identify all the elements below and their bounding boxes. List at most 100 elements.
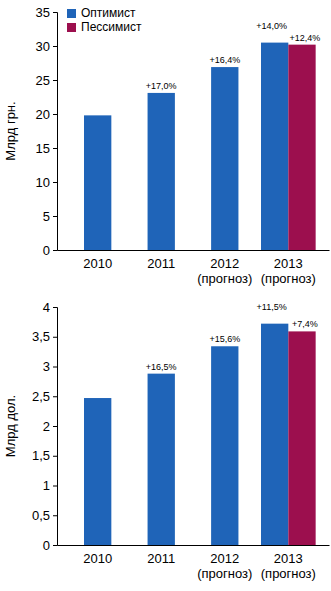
y-tick: 10 [36, 175, 57, 190]
y-tick: 5 [43, 209, 57, 224]
y-tick-label: 5 [43, 209, 50, 224]
x-tick: 2012(прогноз) [197, 256, 252, 286]
y-axis-title: Млрд грн. [3, 101, 18, 160]
annotation: +15,6% [209, 334, 240, 344]
x-axis: 2010 2011 2012(прогноз) 2013(прогноз) [58, 251, 330, 286]
y-axis-line [53, 13, 58, 251]
y-tick-label: 20 [36, 107, 50, 122]
y-tick-label: 35 [36, 5, 50, 20]
y-tick-mark [53, 486, 57, 487]
x-tick: 2010 [83, 551, 112, 566]
y-tick-mark [53, 12, 57, 13]
x-tick-label: 2012(прогноз) [197, 551, 252, 581]
x-tick: 2011 [147, 551, 175, 566]
bar [84, 115, 111, 250]
legend-label: Пессимист [81, 20, 142, 34]
chart: 00,511,522,533,54201020112012(прогноз)20… [3, 300, 330, 581]
x-axis-line [58, 250, 330, 251]
bar [288, 45, 315, 250]
x-tick: 2010 [83, 256, 112, 271]
y-tick: 1 [43, 478, 57, 493]
y-tick-label: 30 [36, 39, 50, 54]
annotation: +12,4% [290, 33, 321, 43]
y-tick-label: 1 [43, 478, 50, 493]
x-tick: 2013(прогноз) [261, 551, 316, 581]
y-tick: 25 [36, 73, 57, 88]
annotation: +16,5% [146, 362, 177, 372]
y-axis: 0 5 10 15 20 25 30 35 [36, 5, 58, 258]
y-tick: 15 [36, 141, 57, 156]
y-tick-label: 2,5 [32, 389, 50, 404]
y-tick: 2 [43, 419, 57, 434]
y-tick-mark [53, 46, 57, 47]
y-tick-mark [53, 396, 57, 397]
annotation: +16,4% [209, 55, 240, 65]
y-tick-label: 0 [43, 538, 50, 553]
y-tick-label: 25 [36, 73, 50, 88]
chart: 0 5 10 15 20 25 30 35 2010 2011 2012(прогноз) 2013(… [3, 5, 330, 286]
annotation: +7,4% [292, 319, 318, 329]
annotations: +17,0% +16,4% +14,0%+12,4% [146, 21, 321, 91]
y-axis: 0 0,5 1 1,5 2 2,5 3 3,5 4 [32, 300, 58, 553]
bar [148, 374, 175, 545]
x-tick-label: 2010 [83, 256, 112, 271]
y-tick-label: 1,5 [32, 448, 50, 463]
y-tick-mark [53, 216, 57, 217]
annotation: +14,0% [256, 21, 287, 31]
y-tick: 3 [43, 359, 57, 374]
annotations: +16,5% +15,6% +11,5% +7,4% [146, 302, 318, 372]
x-tick-label: 2011 [147, 551, 175, 566]
x-tick: 2011 [147, 256, 175, 271]
y-tick-mark [53, 337, 57, 338]
figure: 05101520253035201020112012(прогноз)2013(… [0, 0, 331, 591]
y-tick: 3,5 [32, 329, 57, 344]
x-tick-label: 2013(прогноз) [261, 551, 316, 581]
annotation: +11,5% [257, 302, 287, 312]
y-tick-label: 3,5 [32, 329, 50, 344]
y-tick-mark [53, 456, 57, 457]
bar [261, 324, 288, 545]
y-tick-mark [53, 148, 57, 149]
x-tick-label: 2011 [147, 256, 175, 271]
y-axis-line [53, 308, 58, 546]
legend-swatch [67, 23, 76, 32]
y-tick-label: 0,5 [32, 508, 50, 523]
y-tick: 0,5 [32, 508, 57, 523]
y-tick-mark [53, 515, 57, 516]
x-tick: 2013(прогноз) [261, 256, 316, 286]
bar [84, 398, 111, 545]
bar [148, 93, 175, 250]
y-tick: 35 [36, 5, 57, 20]
bar [288, 331, 315, 545]
y-tick: 1,5 [32, 448, 57, 463]
y-tick-mark [53, 426, 57, 427]
x-tick: 2012(прогноз) [197, 551, 252, 581]
y-tick-mark [53, 114, 57, 115]
y-tick-mark [53, 182, 57, 183]
y-tick-label: 3 [43, 359, 50, 374]
y-tick-mark [53, 545, 57, 546]
legend: ОптимистПессимист [67, 6, 142, 34]
y-tick: 4 [43, 300, 57, 315]
bars [84, 43, 316, 250]
y-tick: 30 [36, 39, 57, 54]
bars [84, 324, 316, 545]
x-tick-label: 2010 [83, 551, 112, 566]
bar [261, 43, 288, 250]
y-tick-mark [53, 250, 57, 251]
y-tick: 20 [36, 107, 57, 122]
y-tick-label: 2 [43, 419, 50, 434]
y-tick-label: 15 [36, 141, 50, 156]
bar [211, 67, 238, 250]
y-tick-label: 10 [36, 175, 50, 190]
y-tick-mark [53, 307, 57, 308]
x-tick-label: 2012(прогноз) [197, 256, 252, 286]
x-axis-line [58, 545, 330, 546]
annotation: +17,0% [146, 81, 177, 91]
y-tick-label: 0 [43, 243, 50, 258]
y-tick: 0 [43, 538, 57, 553]
y-tick-mark [53, 80, 57, 81]
legend-label: Оптимист [81, 6, 136, 20]
y-tick: 2,5 [32, 389, 57, 404]
x-axis: 2010 2011 2012(прогноз) 2013(прогноз) [58, 546, 330, 581]
